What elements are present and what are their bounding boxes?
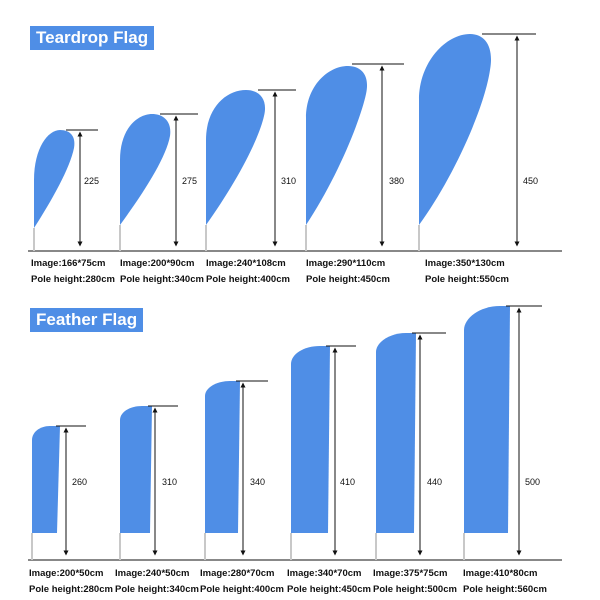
teardrop-flag-2: 275: [119, 113, 198, 251]
feather-pole-height-3: Pole height:400cm: [200, 584, 284, 595]
feather-image-size-5: Image:375*75cm: [373, 568, 448, 579]
teardrop-flag-1: 225: [33, 129, 99, 251]
teardrop-flag-4: 380: [305, 63, 404, 251]
feather-flag-2: 310: [119, 405, 178, 560]
feather-image-size-3: Image:280*70cm: [200, 568, 275, 579]
feather-flag-4: 410: [290, 345, 356, 560]
feather-flag-5: 440: [375, 332, 446, 560]
feather-pole-height-5: Pole height:500cm: [373, 584, 457, 595]
teardrop-image-size-2: Image:200*90cm: [120, 258, 195, 269]
feather-height-label-1: 260: [72, 477, 87, 487]
teardrop-pole-height-5: Pole height:550cm: [425, 274, 509, 285]
teardrop-height-label-3: 310: [281, 176, 296, 186]
feather-image-size-2: Image:240*50cm: [115, 568, 190, 579]
feather-pole-height-6: Pole height:560cm: [463, 584, 547, 595]
feather-section-title: Feather Flag: [30, 308, 144, 332]
feather-pole-height-1: Pole height:280cm: [29, 584, 113, 595]
teardrop-image-size-1: Image:166*75cm: [31, 258, 106, 269]
feather-pole-height-2: Pole height:340cm: [115, 584, 199, 595]
teardrop-flag-5: 450: [418, 33, 538, 251]
feather-height-label-3: 340: [250, 477, 265, 487]
feather-height-label-5: 440: [427, 477, 442, 487]
teardrop-section-title: Teardrop Flag: [30, 26, 155, 50]
teardrop-pole-height-1: Pole height:280cm: [31, 274, 115, 285]
teardrop-flag-3: 310: [205, 89, 296, 251]
feather-height-label-6: 500: [525, 477, 540, 487]
teardrop-height-label-2: 275: [182, 176, 197, 186]
feather-flag-3: 340: [204, 380, 268, 560]
feather-image-size-4: Image:340*70cm: [287, 568, 362, 579]
feather-flag-1: 260: [31, 425, 87, 560]
teardrop-image-size-5: Image:350*130cm: [425, 258, 505, 269]
teardrop-image-size-4: Image:290*110cm: [306, 258, 386, 269]
feather-pole-height-4: Pole height:450cm: [287, 584, 371, 595]
teardrop-pole-height-2: Pole height:340cm: [120, 274, 204, 285]
feather-image-size-6: Image:410*80cm: [463, 568, 538, 579]
teardrop-image-size-3: Image:240*108cm: [206, 258, 286, 269]
teardrop-pole-height-3: Pole height:400cm: [206, 274, 290, 285]
feather-height-label-2: 310: [162, 477, 177, 487]
teardrop-pole-height-4: Pole height:450cm: [306, 274, 390, 285]
feather-flag-6: 500: [463, 305, 542, 560]
feather-height-label-4: 410: [340, 477, 355, 487]
teardrop-height-label-5: 450: [523, 176, 538, 186]
feather-image-size-1: Image:200*50cm: [29, 568, 104, 579]
teardrop-height-label-1: 225: [84, 176, 99, 186]
teardrop-height-label-4: 380: [389, 176, 404, 186]
